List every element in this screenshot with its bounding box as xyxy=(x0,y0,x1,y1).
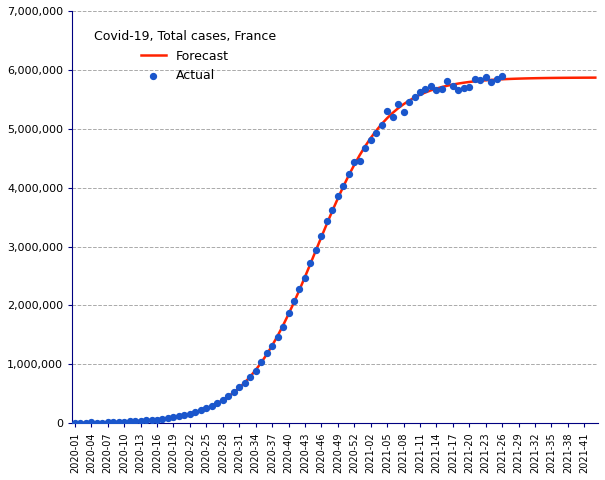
Actual xyxy=(481,73,491,81)
Actual xyxy=(442,77,452,85)
Actual xyxy=(393,100,403,108)
Actual xyxy=(431,86,441,94)
Forecast xyxy=(71,420,79,426)
Actual xyxy=(136,417,145,425)
Actual xyxy=(311,246,321,254)
Line: Forecast: Forecast xyxy=(75,78,595,423)
Actual xyxy=(404,98,414,106)
Actual xyxy=(426,83,436,90)
Actual xyxy=(185,410,195,418)
Actual xyxy=(119,418,129,426)
Actual xyxy=(70,419,80,427)
Actual xyxy=(382,108,392,115)
Actual xyxy=(169,413,178,421)
Actual xyxy=(492,75,502,83)
Actual xyxy=(180,411,189,419)
Actual xyxy=(361,144,370,151)
Actual xyxy=(141,416,151,424)
Actual xyxy=(476,76,485,84)
Actual xyxy=(338,182,348,190)
Actual xyxy=(399,108,408,116)
Actual xyxy=(306,259,315,267)
Actual xyxy=(437,85,446,93)
Actual xyxy=(284,309,293,317)
Actual xyxy=(229,388,238,396)
Actual xyxy=(262,349,272,357)
Actual xyxy=(316,233,326,240)
Actual xyxy=(448,82,458,89)
Actual xyxy=(289,297,299,305)
Actual xyxy=(355,157,365,165)
Actual xyxy=(240,379,249,387)
Actual xyxy=(158,415,168,422)
Actual xyxy=(257,359,266,366)
Actual xyxy=(125,418,134,425)
Actual xyxy=(371,130,381,137)
Actual xyxy=(377,121,387,129)
Actual xyxy=(234,383,244,391)
Actual xyxy=(322,217,332,225)
Actual xyxy=(350,158,359,166)
Forecast xyxy=(334,195,341,201)
Forecast xyxy=(351,162,358,168)
Forecast xyxy=(219,397,226,403)
Actual xyxy=(92,420,102,427)
Actual xyxy=(108,419,118,426)
Actual xyxy=(76,420,85,427)
Actual xyxy=(415,88,425,96)
Actual xyxy=(207,402,217,410)
Forecast xyxy=(592,75,599,81)
Actual xyxy=(130,417,140,425)
Actual xyxy=(174,412,184,420)
Actual xyxy=(146,416,156,424)
Forecast xyxy=(296,287,303,293)
Actual xyxy=(410,93,419,101)
Actual xyxy=(251,367,261,374)
Forecast xyxy=(142,418,149,423)
Actual xyxy=(103,419,113,426)
Actual xyxy=(212,399,222,407)
Actual xyxy=(459,84,469,92)
Actual xyxy=(333,192,342,200)
Actual xyxy=(87,419,96,426)
Actual xyxy=(191,408,200,416)
Actual xyxy=(81,419,91,426)
Actual xyxy=(278,323,288,331)
Actual xyxy=(465,83,474,91)
Actual xyxy=(470,75,480,83)
Actual xyxy=(223,393,233,400)
Actual xyxy=(420,85,430,93)
Actual xyxy=(454,86,463,94)
Actual xyxy=(245,373,255,381)
Actual xyxy=(163,415,173,422)
Actual xyxy=(273,333,283,341)
Actual xyxy=(267,342,277,349)
Legend: Forecast, Actual: Forecast, Actual xyxy=(89,25,281,87)
Actual xyxy=(152,416,162,423)
Actual xyxy=(497,72,507,80)
Actual xyxy=(344,170,353,178)
Actual xyxy=(486,78,496,86)
Actual xyxy=(388,113,397,121)
Actual xyxy=(366,136,376,144)
Actual xyxy=(114,418,123,426)
Actual xyxy=(300,275,310,282)
Actual xyxy=(201,405,211,412)
Actual xyxy=(295,285,304,293)
Actual xyxy=(327,206,337,214)
Actual xyxy=(196,407,206,414)
Actual xyxy=(97,419,107,427)
Forecast xyxy=(548,75,555,81)
Actual xyxy=(218,396,227,404)
